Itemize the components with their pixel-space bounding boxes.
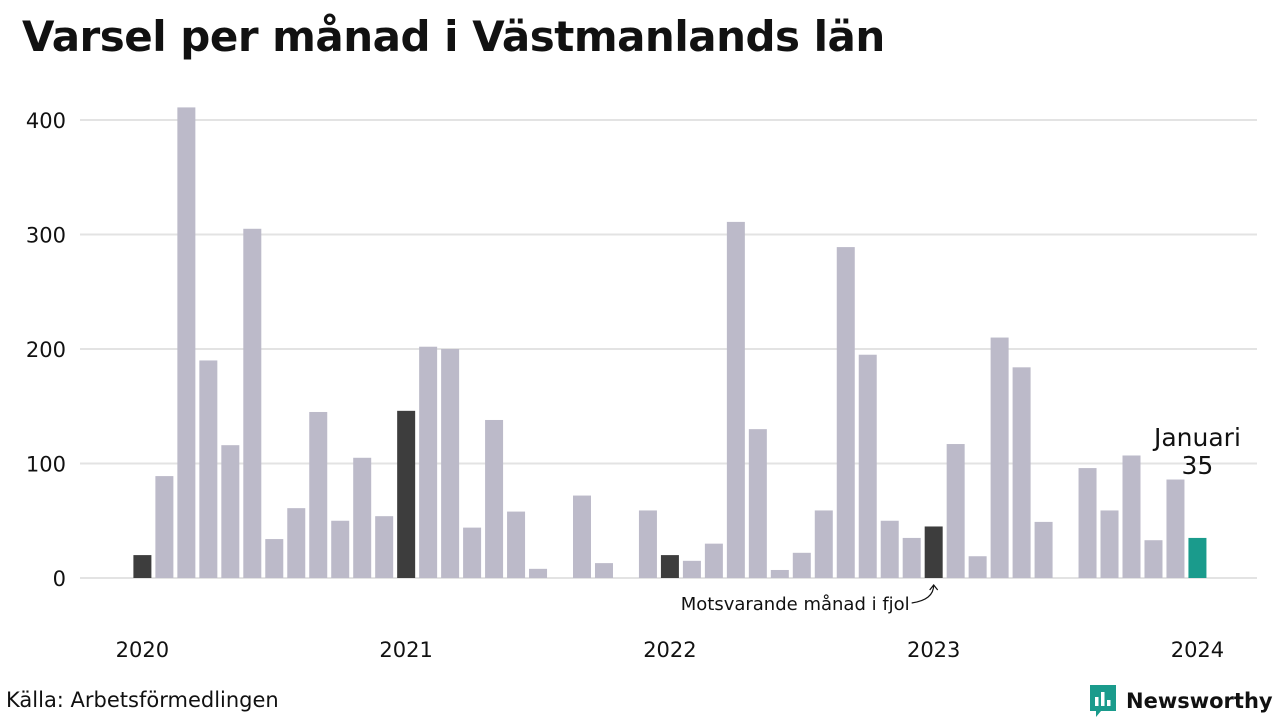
bar-2021-01 xyxy=(397,410,416,578)
bar-2023-05 xyxy=(1012,367,1031,578)
bar-2020-09 xyxy=(309,411,328,578)
bar-2021-07 xyxy=(529,568,548,578)
x-tick-label: 2022 xyxy=(643,638,696,662)
brand-logo: Newsworthy xyxy=(1088,683,1273,719)
y-tick-label: 100 xyxy=(26,453,66,477)
newsworthy-logo-icon xyxy=(1090,685,1116,717)
current-value-label: 35 xyxy=(1182,451,1214,480)
bar-2022-07 xyxy=(792,552,811,578)
bar-2020-03 xyxy=(177,107,196,578)
bar-2020-10 xyxy=(331,520,350,578)
bar-2023-11 xyxy=(1144,540,1163,578)
bar-2023-08 xyxy=(1078,468,1097,578)
bar-2020-11 xyxy=(353,457,372,578)
bar-2023-10 xyxy=(1122,455,1141,578)
bar-2021-09 xyxy=(573,495,591,578)
bar-2021-03 xyxy=(441,349,460,578)
bars xyxy=(133,107,1207,578)
source-note: Källa: Arbetsförmedlingen xyxy=(6,688,279,712)
bar-2023-12 xyxy=(1166,479,1185,578)
bar-2022-09 xyxy=(836,247,855,578)
bar-2022-04 xyxy=(726,221,745,578)
bar-2021-10 xyxy=(594,563,613,578)
x-tick-label: 2021 xyxy=(379,638,432,662)
bar-2020-04 xyxy=(199,360,218,578)
bar-2024-01 xyxy=(1188,537,1207,578)
bar-2022-02 xyxy=(682,560,701,578)
bar-2023-02 xyxy=(946,444,965,578)
y-tick-label: 300 xyxy=(26,224,66,248)
bar-2022-11 xyxy=(880,520,899,578)
chart-title: Varsel per månad i Västmanlands län xyxy=(22,12,885,61)
previous-year-label: Motsvarande månad i fjol xyxy=(681,594,910,615)
bar-2021-06 xyxy=(507,511,526,578)
y-tick-label: 0 xyxy=(53,567,66,591)
bar-2022-08 xyxy=(814,510,833,578)
annotations: Januari 35 Motsvarande månad i fjol xyxy=(681,423,1241,615)
x-tick-label: 2024 xyxy=(1171,638,1224,662)
bar-2023-01 xyxy=(924,526,943,578)
bar-2022-10 xyxy=(858,354,877,578)
bar-2022-03 xyxy=(704,543,723,578)
bar-2020-07 xyxy=(265,539,284,578)
bar-2023-09 xyxy=(1100,510,1119,578)
x-axis: 2020 2021 2022 2023 2024 xyxy=(116,638,1224,662)
bar-2022-12 xyxy=(902,537,921,578)
x-tick-label: 2023 xyxy=(907,638,960,662)
bar-2020-06 xyxy=(243,228,262,578)
bar-2023-03 xyxy=(968,556,987,578)
x-tick-label: 2020 xyxy=(116,638,169,662)
bar-2021-04 xyxy=(463,527,482,578)
bar-2023-06 xyxy=(1034,521,1053,578)
current-month-label: Januari xyxy=(1152,423,1241,452)
y-axis: 0 100 200 300 400 xyxy=(26,109,66,591)
bar-chart: 0 100 200 300 400 2020 2021 2022 2023 2024 Janua… xyxy=(26,107,1257,662)
bar-2022-05 xyxy=(748,429,767,578)
bar-2021-05 xyxy=(485,419,504,578)
bar-2020-12 xyxy=(375,516,394,578)
y-tick-label: 400 xyxy=(26,109,66,133)
bar-2021-12 xyxy=(638,510,657,578)
y-tick-label: 200 xyxy=(26,338,66,362)
bar-2020-01 xyxy=(133,555,152,578)
bar-2020-05 xyxy=(221,445,240,578)
bar-2020-08 xyxy=(287,508,306,578)
bar-2022-06 xyxy=(770,569,789,578)
bar-2023-04 xyxy=(990,337,1009,578)
bar-2022-01 xyxy=(660,555,679,578)
brand-name: Newsworthy xyxy=(1126,689,1273,713)
bar-2021-02 xyxy=(419,346,438,578)
annotation-arrow xyxy=(911,584,939,604)
bar-2020-02 xyxy=(155,476,174,578)
